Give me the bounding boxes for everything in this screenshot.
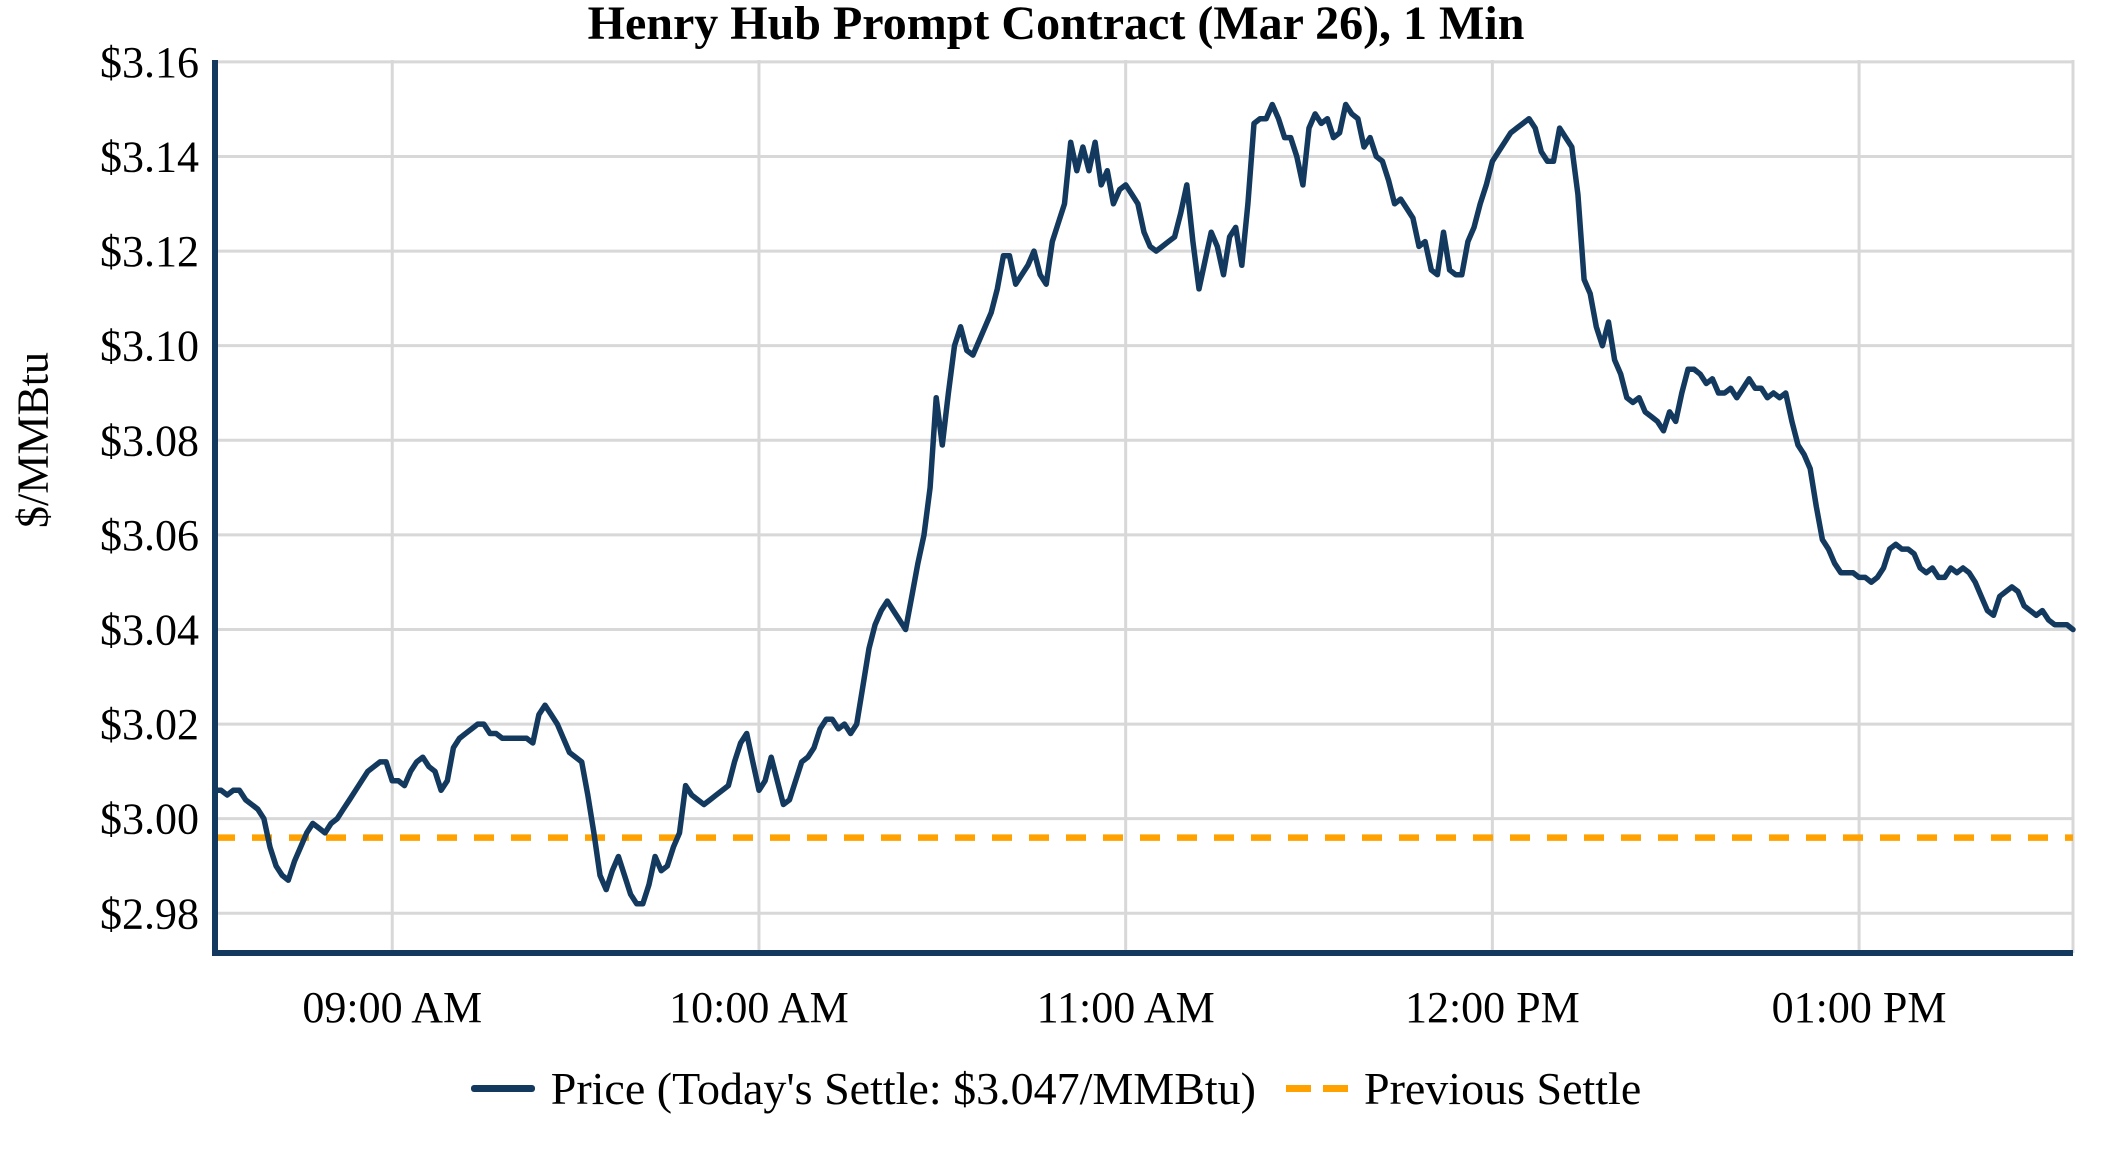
- y-tick-label: $3.12: [100, 227, 199, 276]
- y-tick-label: $3.02: [100, 700, 199, 749]
- y-axis-title: $/MMBtu: [8, 351, 58, 529]
- y-tick-label: $3.14: [100, 132, 199, 181]
- y-tick-label: $3.16: [100, 38, 199, 87]
- legend: Price (Today's Settle: $3.047/MMBtu) Pre…: [0, 1056, 2112, 1120]
- x-tick-label: 11:00 AM: [1037, 983, 1215, 1032]
- y-tick-label: $3.08: [100, 416, 199, 465]
- price-line: [212, 101, 2076, 907]
- previous-settle-swatch: [1285, 1084, 1348, 1092]
- price-legend-label: Price (Today's Settle: $3.047/MMBtu): [550, 1062, 1256, 1114]
- x-tick-label: 01:00 PM: [1772, 983, 1947, 1032]
- x-tick-label: 12:00 PM: [1405, 983, 1580, 1032]
- y-tick-label: $3.06: [100, 511, 199, 560]
- previous-settle-legend-label: Previous Settle: [1363, 1062, 1642, 1114]
- chart-title: Henry Hub Prompt Contract (Mar 26), 1 Mi…: [587, 0, 1525, 50]
- x-tick-label: 10:00 AM: [669, 983, 849, 1032]
- price-line-swatch: [470, 1084, 535, 1092]
- y-tick-label: $2.98: [100, 889, 199, 938]
- y-tick-label: $3.00: [100, 795, 199, 844]
- y-tick-label: $3.10: [100, 322, 199, 371]
- x-tick-label: 09:00 AM: [302, 983, 482, 1032]
- y-tick-label: $3.04: [100, 605, 199, 654]
